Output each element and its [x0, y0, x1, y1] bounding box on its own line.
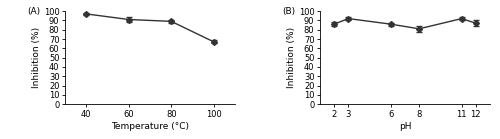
Text: (A): (A) [28, 7, 40, 16]
X-axis label: Temperature (°C): Temperature (°C) [111, 122, 189, 131]
Y-axis label: Inhibition (%): Inhibition (%) [32, 27, 41, 88]
Y-axis label: Inhibition (%): Inhibition (%) [287, 27, 296, 88]
X-axis label: pH: pH [399, 122, 411, 131]
Text: (B): (B) [282, 7, 296, 16]
